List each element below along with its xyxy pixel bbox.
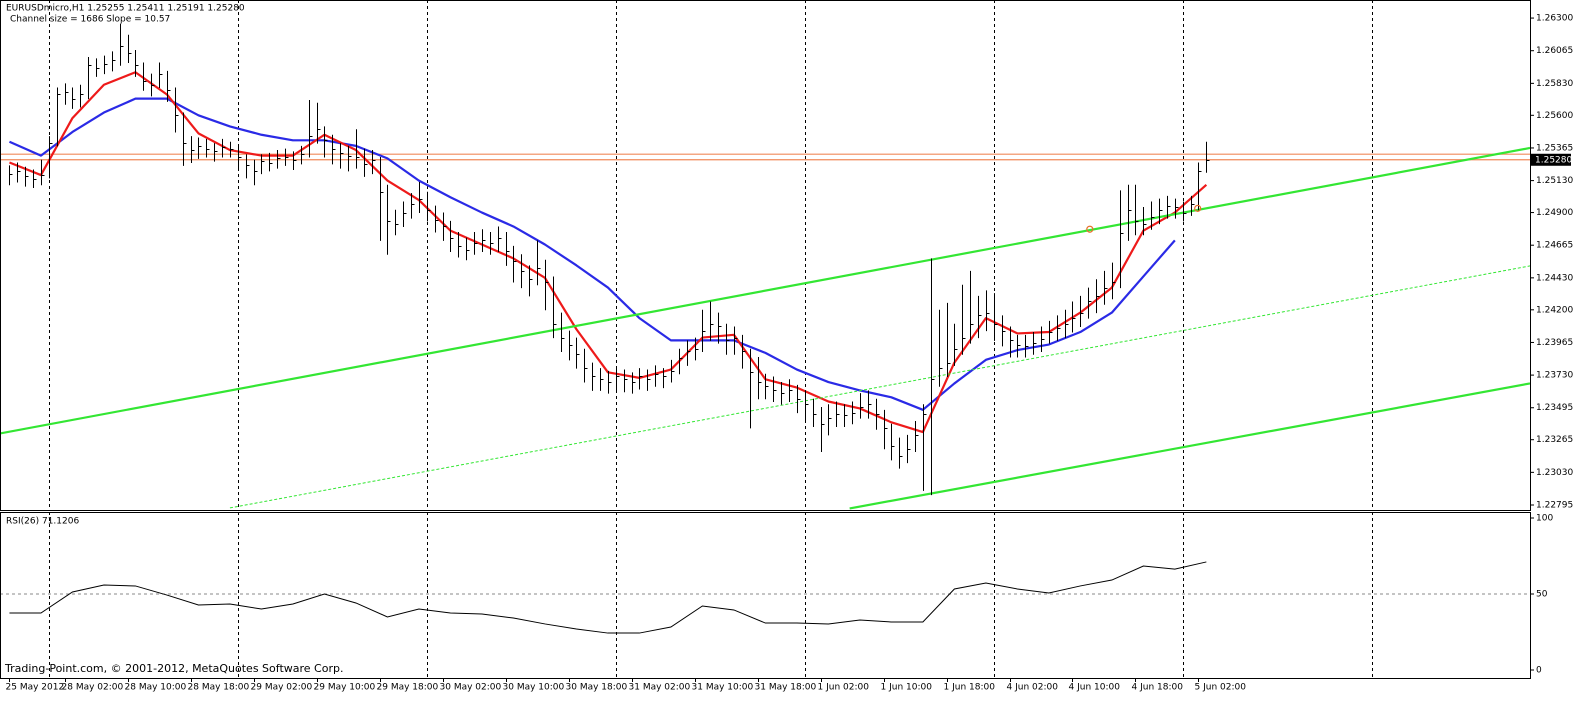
y-tick-label: 1.26300 (1536, 14, 1573, 24)
y-tick-label: 1.24430 (1536, 273, 1573, 283)
last-price-label: 1.25280 (1535, 155, 1572, 165)
x-tick-label: 5 Jun 02:00 (1195, 683, 1247, 693)
x-tick-label: 4 Jun 10:00 (1069, 683, 1121, 693)
y-tick-label: 100 (1536, 514, 1553, 524)
indicator-line (229, 265, 1531, 509)
y-tick-label: 1.25830 (1536, 79, 1573, 89)
channel-marker (1086, 225, 1094, 233)
y-tick-label: 1.26065 (1536, 46, 1573, 56)
x-tick-label: 1 Jun 02:00 (818, 683, 870, 693)
x-tick-label: 4 Jun 18:00 (1132, 683, 1184, 693)
x-tick-label: 28 May 02:00 (62, 683, 124, 693)
y-tick-label: 1.22795 (1536, 500, 1573, 510)
x-tick-label: 31 May 10:00 (692, 683, 754, 693)
x-tick-label: 29 May 18:00 (377, 683, 439, 693)
y-tick-label: 1.23265 (1536, 435, 1573, 445)
x-tick-label: 1 Jun 10:00 (881, 683, 933, 693)
rsi-title: RSI(26) 71.1206 (6, 517, 79, 527)
indicator-line (9, 97, 1176, 411)
indicator-line (0, 146, 1531, 435)
x-tick-label: 31 May 18:00 (755, 683, 817, 693)
x-tick-label: 28 May 10:00 (125, 683, 187, 693)
channel-marker (1194, 204, 1202, 212)
y-tick-label: 1.23965 (1536, 338, 1573, 348)
y-tick-label: 1.23495 (1536, 403, 1573, 413)
rsi-line (9, 561, 1207, 634)
x-tick-label: 4 Jun 02:00 (1007, 683, 1059, 693)
x-tick-label: 29 May 02:00 (251, 683, 313, 693)
y-tick-label: 1.23030 (1536, 468, 1573, 478)
footer: Trading-Point.com, © 2001-2012, MetaQuot… (4, 662, 343, 675)
indicator-line (9, 71, 1208, 434)
y-tick-label: 0 (1536, 666, 1542, 676)
chart-title: EURUSDmicro,H1 1.25255 1.25411 1.25191 1… (6, 4, 245, 14)
indicator-line (849, 382, 1531, 510)
y-tick-label: 1.24900 (1536, 208, 1573, 218)
y-tick-label: 50 (1536, 590, 1548, 600)
x-tick-label: 29 May 10:00 (314, 683, 376, 693)
y-tick-label: 1.23730 (1536, 371, 1573, 381)
rsi-panel-frame (0, 512, 1531, 679)
y-tick-label: 1.24665 (1536, 241, 1573, 251)
x-tick-label: 30 May 10:00 (503, 683, 565, 693)
y-tick-label: 1.25130 (1536, 176, 1573, 186)
x-tick-label: 31 May 02:00 (629, 683, 691, 693)
x-tick-label: 25 May 2012 (6, 683, 65, 693)
price-panel-frame (0, 0, 1531, 511)
x-tick-label: 28 May 18:00 (188, 683, 250, 693)
y-tick-label: 1.25600 (1536, 111, 1573, 121)
marks (0, 0, 1531, 678)
y-tick-label: 1.25365 (1536, 143, 1573, 153)
last-price-box (1531, 153, 1571, 166)
x-tick-label: 30 May 18:00 (566, 683, 628, 693)
chart-subtitle: Channel size = 1686 Slope = 10.57 (10, 15, 170, 25)
x-tick-label: 1 Jun 18:00 (944, 683, 996, 693)
y-tick-label: 1.24200 (1536, 305, 1573, 315)
x-tick-label: 30 May 02:00 (440, 683, 502, 693)
